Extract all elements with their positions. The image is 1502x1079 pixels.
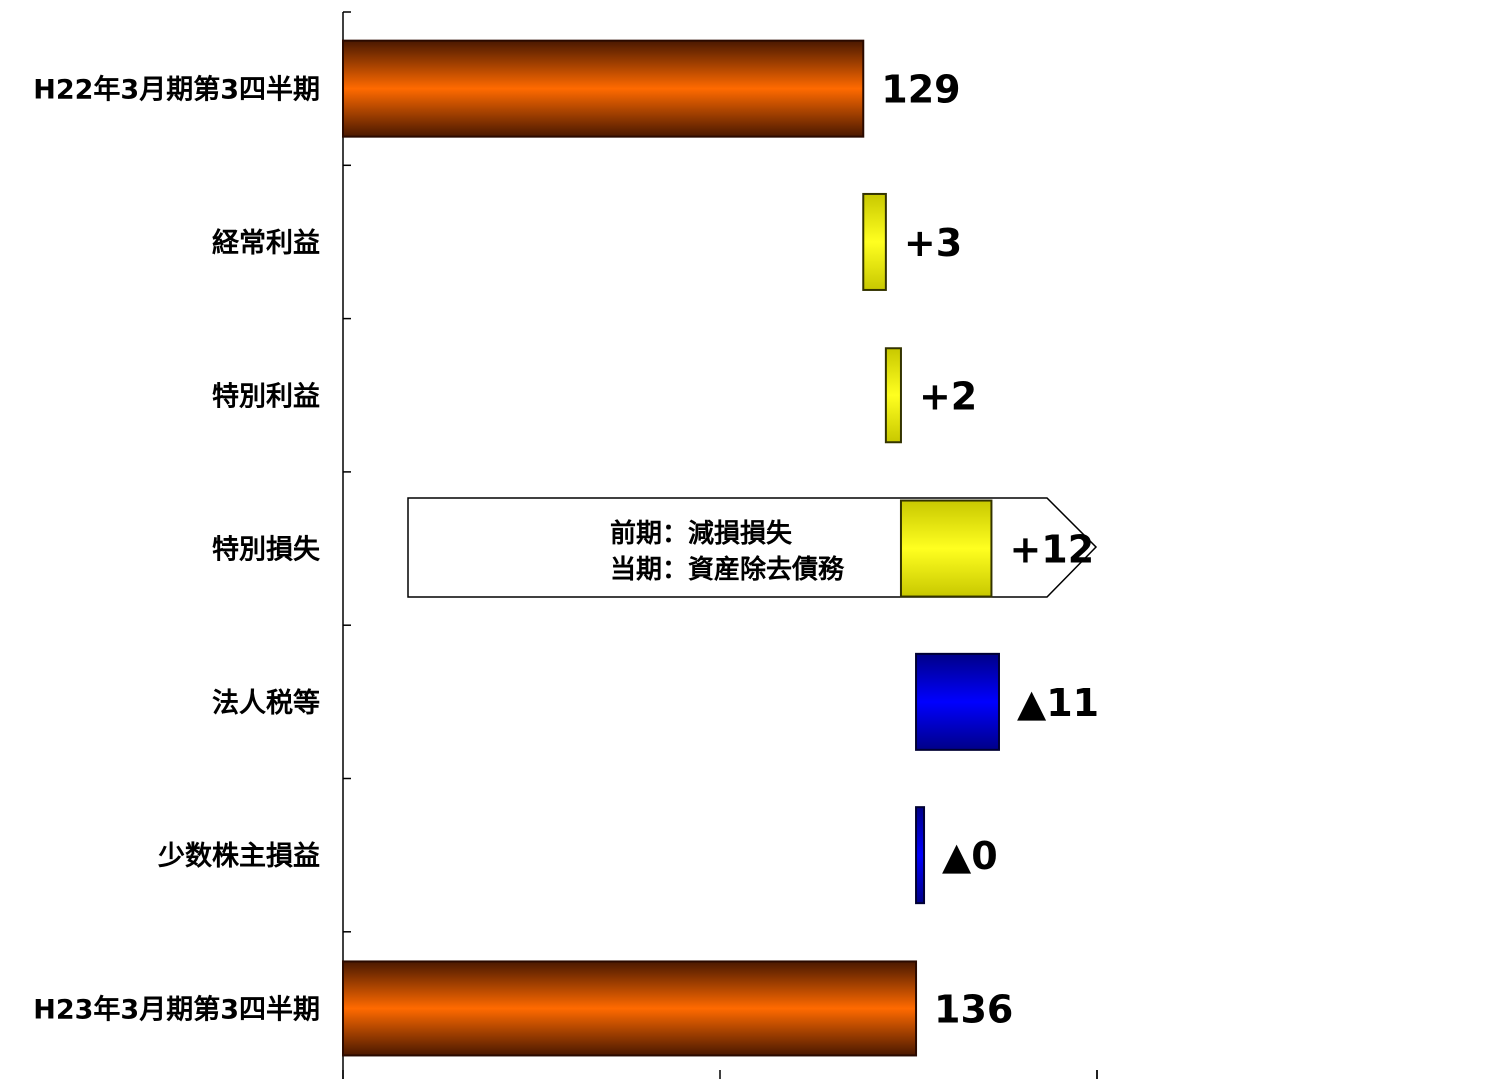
category-label: 特別損失	[212, 535, 321, 566]
bar-increase	[899, 499, 993, 598]
bar-decrease	[915, 652, 1000, 751]
value-label: ▲11	[1017, 681, 1099, 725]
value-label: +12	[1009, 528, 1094, 572]
bar-total	[342, 39, 865, 138]
value-label: +3	[904, 221, 962, 265]
category-label: 特別利益	[212, 381, 320, 412]
value-label: ▲0	[942, 834, 998, 878]
category-label: 法人税等	[212, 687, 320, 719]
y-axis-ticks	[343, 11, 351, 933]
bars-group	[342, 39, 1000, 1057]
category-label: 少数株主損益	[158, 841, 320, 872]
value-labels: 129 +3 +2 +12 ▲11 ▲0 136	[881, 68, 1099, 1032]
bar-increase	[862, 192, 887, 291]
callout-line-2: 当期：資産除去債務	[610, 554, 845, 585]
value-label: 129	[881, 68, 960, 112]
category-label: 経常利益	[212, 227, 320, 259]
x-axis-ticks	[342, 1070, 1098, 1079]
value-label: 136	[934, 987, 1013, 1031]
category-label: H22年3月期第3四半期	[33, 74, 320, 106]
callout-annotation: 前期：減損損失 当期：資産除去債務	[407, 497, 1098, 598]
category-label: H23年3月期第3四半期	[33, 993, 320, 1025]
bar-decrease	[915, 806, 926, 905]
callout-line-1: 前期：減損損失	[610, 518, 793, 549]
value-label: +2	[919, 374, 977, 418]
bar-total	[342, 960, 918, 1057]
bar-increase	[884, 347, 902, 444]
